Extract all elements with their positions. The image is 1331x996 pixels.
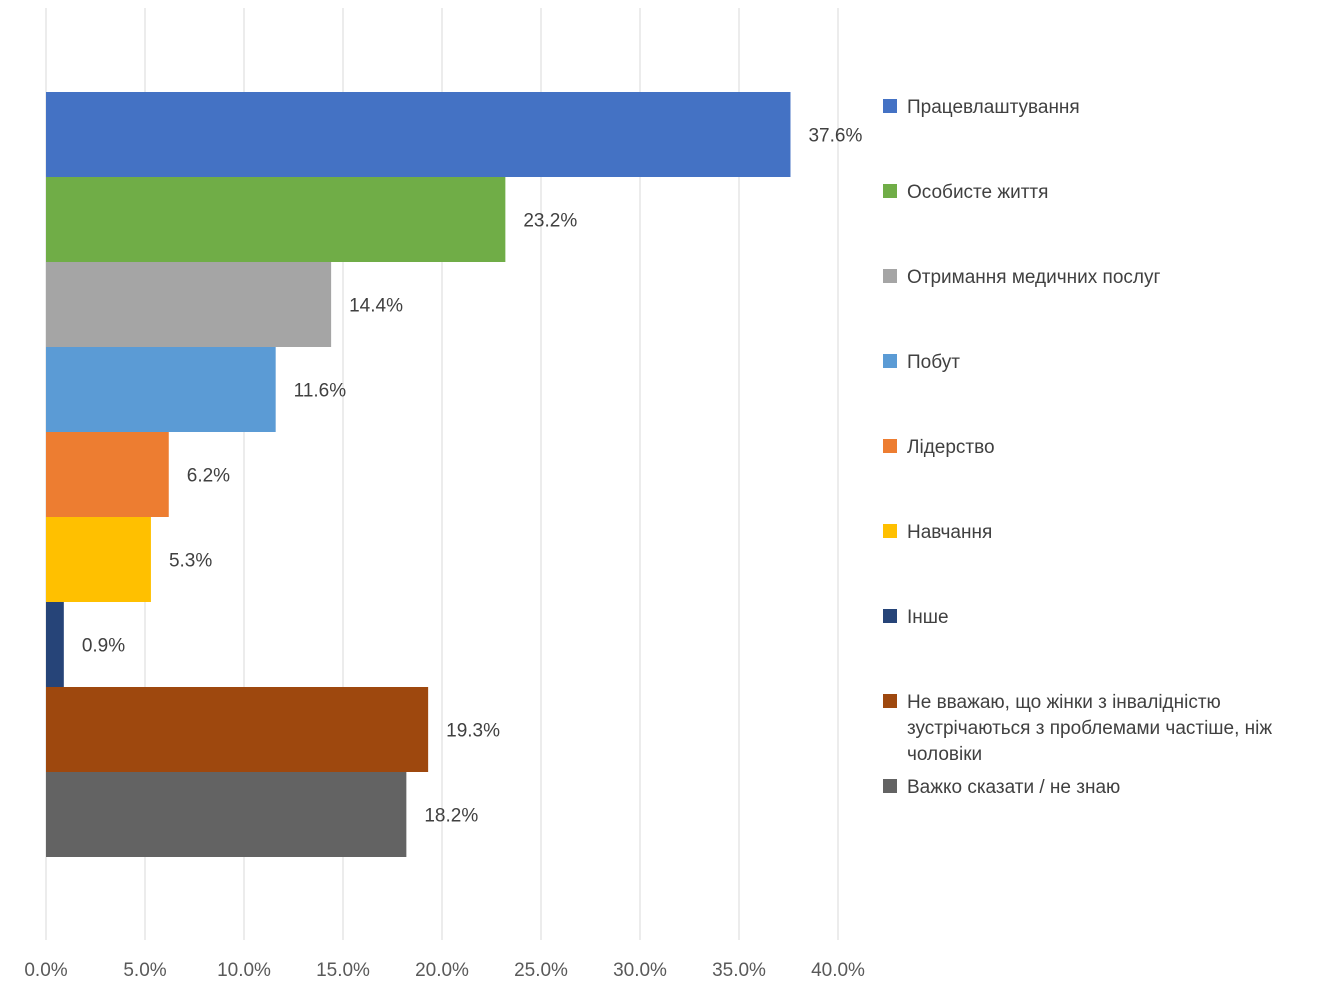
x-tick-label: 40.0%: [811, 960, 865, 981]
x-tick-label: 5.0%: [123, 960, 166, 981]
legend-swatch: [883, 439, 897, 453]
legend-label: Особисте життя: [907, 182, 1049, 203]
legend-label: Навчання: [907, 522, 993, 543]
legend-item: Особисте життя: [883, 180, 1327, 206]
bar: [46, 177, 506, 262]
legend-label: Працевлаштування: [907, 97, 1080, 118]
bar: [46, 687, 429, 772]
bar: [46, 517, 151, 602]
legend-item: Навчання: [883, 520, 1327, 546]
legend-label: Інше: [907, 607, 949, 628]
legend-label: Не вважаю, що жінки з інвалідністю зустр…: [907, 692, 1273, 765]
value-labels: 37.6% 23.2% 14.4% 11.6% 6.2% 5.3% 0.9% 19.3% 18.…: [82, 126, 863, 827]
bar-value-label: 23.2%: [523, 211, 577, 232]
legend-item: Не вважаю, що жінки з інвалідністю зустр…: [883, 690, 1327, 768]
bar-value-label: 6.2%: [187, 466, 230, 487]
bar-value-label: 18.2%: [424, 806, 478, 827]
bar: [46, 347, 276, 432]
legend-swatch: [883, 779, 897, 793]
legend-label: Лідерство: [907, 437, 995, 458]
legend-swatch: [883, 609, 897, 623]
bar: [46, 262, 332, 347]
bar-value-label: 37.6%: [808, 126, 862, 147]
legend-item: Працевлаштування: [883, 95, 1327, 121]
x-tick-label: 25.0%: [514, 960, 568, 981]
legend-label: Важко сказати / не знаю: [907, 777, 1121, 798]
bar-value-label: 11.6%: [294, 381, 347, 402]
legend-label: Отримання медичних послуг: [907, 267, 1161, 288]
legend-item: Лідерство: [883, 435, 1327, 461]
legend-item: Отримання медичних послуг: [883, 265, 1327, 291]
legend-label: Побут: [907, 352, 960, 373]
legend-swatch: [883, 524, 897, 538]
bar: [46, 602, 64, 687]
legend-item: Інше: [883, 605, 1327, 631]
legend-item: Важко сказати / не знаю: [883, 775, 1327, 801]
bar-value-label: 14.4%: [349, 296, 403, 317]
bars: [46, 92, 791, 857]
legend-swatch: [883, 184, 897, 198]
legend-item: Побут: [883, 350, 1327, 376]
x-axis-tick-labels: 0.0% 5.0% 10.0% 15.0% 20.0% 25.0% 30.0% 35.0% 40…: [24, 960, 865, 981]
bar-value-label: 5.3%: [169, 551, 212, 572]
legend-swatch: [883, 99, 897, 113]
legend-swatch: [883, 269, 897, 283]
x-tick-label: 10.0%: [217, 960, 271, 981]
legend-swatch: [883, 694, 897, 708]
legend-swatch: [883, 354, 897, 368]
x-tick-label: 0.0%: [24, 960, 67, 981]
x-tick-label: 30.0%: [613, 960, 667, 981]
x-tick-label: 15.0%: [316, 960, 370, 981]
bar-value-label: 19.3%: [446, 721, 500, 742]
bar: [46, 432, 169, 517]
bar: [46, 772, 407, 857]
x-tick-label: 20.0%: [415, 960, 469, 981]
bar: [46, 92, 791, 177]
bar-value-label: 0.9%: [82, 636, 125, 657]
x-tick-label: 35.0%: [712, 960, 766, 981]
